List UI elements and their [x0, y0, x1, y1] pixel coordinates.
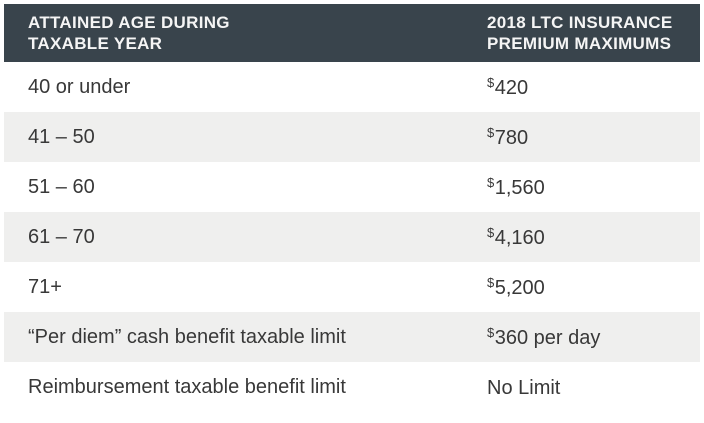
dollar-sign: $: [487, 74, 495, 90]
age-cell: 61 – 70: [28, 225, 95, 248]
premium-cell: $4,160: [487, 225, 700, 250]
dollar-sign: $: [487, 124, 495, 140]
premium-cell: $420: [487, 75, 700, 100]
table-row: Reimbursement taxable benefit limit No L…: [4, 362, 700, 412]
premium-amount: 360 per day: [494, 326, 601, 349]
premium-cell: $1,560: [487, 175, 700, 200]
table-header: ATTAINED AGE DURING TAXABLE YEAR 2018 LT…: [4, 4, 700, 62]
premium-amount: 780: [494, 126, 529, 149]
table-row: 51 – 60 $1,560: [4, 162, 700, 212]
dollar-sign: $: [487, 274, 495, 290]
premium-amount: No Limit: [487, 376, 561, 399]
age-cell: 41 – 50: [28, 125, 95, 148]
premium-cell: $5,200: [487, 275, 700, 300]
table-row: 61 – 70 $4,160: [4, 212, 700, 262]
age-cell: 51 – 60: [28, 175, 95, 198]
table-row: 71+ $5,200: [4, 262, 700, 312]
table-row: 40 or under $420: [4, 62, 700, 112]
age-cell: “Per diem” cash benefit taxable limit: [28, 325, 346, 348]
table-row: 41 – 50 $780: [4, 112, 700, 162]
premium-cell: $780: [487, 125, 700, 150]
premium-amount: 1,560: [494, 176, 545, 199]
header-col-age-line2: TAXABLE YEAR: [28, 34, 163, 53]
age-cell: 40 or under: [28, 75, 131, 98]
header-col-age-line1: ATTAINED AGE DURING: [28, 13, 230, 32]
dollar-sign: $: [487, 174, 495, 190]
premium-amount: 420: [494, 76, 529, 99]
dollar-sign: $: [487, 324, 495, 340]
dollar-sign: $: [487, 224, 495, 240]
premium-amount: 4,160: [494, 226, 545, 249]
age-cell: Reimbursement taxable benefit limit: [28, 375, 346, 398]
header-col-premium: 2018 LTC INSURANCE PREMIUM MAXIMUMS: [487, 12, 700, 54]
ltc-premium-table: ATTAINED AGE DURING TAXABLE YEAR 2018 LT…: [4, 4, 700, 412]
premium-amount: 5,200: [494, 276, 545, 299]
header-col-age: ATTAINED AGE DURING TAXABLE YEAR: [4, 12, 487, 54]
header-col-premium-line1: 2018 LTC INSURANCE: [487, 13, 673, 32]
header-col-premium-line2: PREMIUM MAXIMUMS: [487, 34, 672, 53]
premium-cell: No Limit: [487, 375, 700, 400]
table-row: “Per diem” cash benefit taxable limit $3…: [4, 312, 700, 362]
premium-cell: $360 per day: [487, 325, 700, 350]
age-cell: 71+: [28, 275, 62, 298]
